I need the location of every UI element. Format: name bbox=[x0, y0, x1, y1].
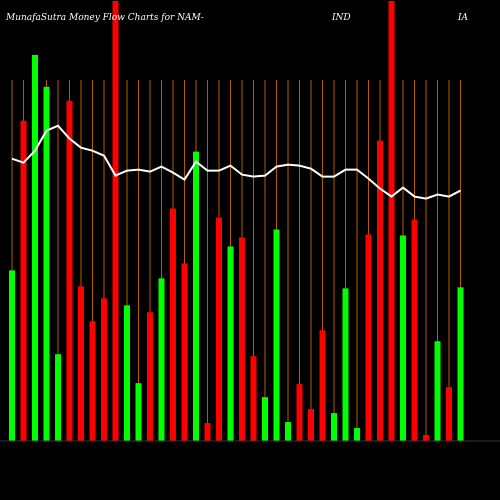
bar bbox=[227, 246, 234, 441]
bar bbox=[193, 151, 199, 441]
chart-title: IA bbox=[457, 13, 469, 23]
bar bbox=[135, 383, 142, 441]
chart-title: IND bbox=[331, 13, 351, 23]
bar bbox=[170, 208, 176, 441]
bar bbox=[78, 286, 84, 441]
bar bbox=[446, 387, 452, 441]
bar bbox=[101, 298, 107, 441]
bar bbox=[124, 305, 130, 441]
bar bbox=[204, 423, 211, 441]
bar bbox=[55, 354, 61, 441]
bar bbox=[43, 86, 50, 441]
chart-title: MunafaSutra Money Flow Charts for NAM- bbox=[5, 13, 204, 23]
money-flow-line bbox=[11, 124, 461, 200]
bar bbox=[273, 229, 280, 441]
bar bbox=[319, 330, 326, 441]
bar bbox=[365, 234, 372, 441]
bar bbox=[158, 278, 165, 441]
line-layer bbox=[11, 124, 461, 200]
bars bbox=[0, 1, 500, 442]
bar bbox=[285, 422, 291, 441]
bar bbox=[354, 428, 360, 441]
bar bbox=[423, 435, 429, 441]
bar bbox=[20, 120, 27, 441]
bar bbox=[308, 409, 314, 441]
bar bbox=[296, 384, 303, 441]
bar bbox=[457, 287, 464, 441]
bar bbox=[9, 270, 15, 441]
bar bbox=[32, 54, 38, 441]
bar bbox=[216, 217, 222, 441]
bar bbox=[400, 235, 406, 441]
bar bbox=[262, 397, 268, 441]
bar bbox=[434, 341, 441, 441]
bar bbox=[89, 321, 96, 441]
bar bbox=[112, 1, 119, 441]
bar bbox=[377, 140, 383, 441]
bar bbox=[181, 263, 188, 441]
bar bbox=[388, 1, 395, 441]
bar bbox=[66, 100, 73, 441]
bar bbox=[331, 413, 337, 441]
bar bbox=[250, 356, 257, 441]
bar bbox=[342, 288, 349, 441]
bar bbox=[147, 312, 153, 441]
bar bbox=[239, 237, 245, 441]
bar bbox=[411, 219, 418, 441]
